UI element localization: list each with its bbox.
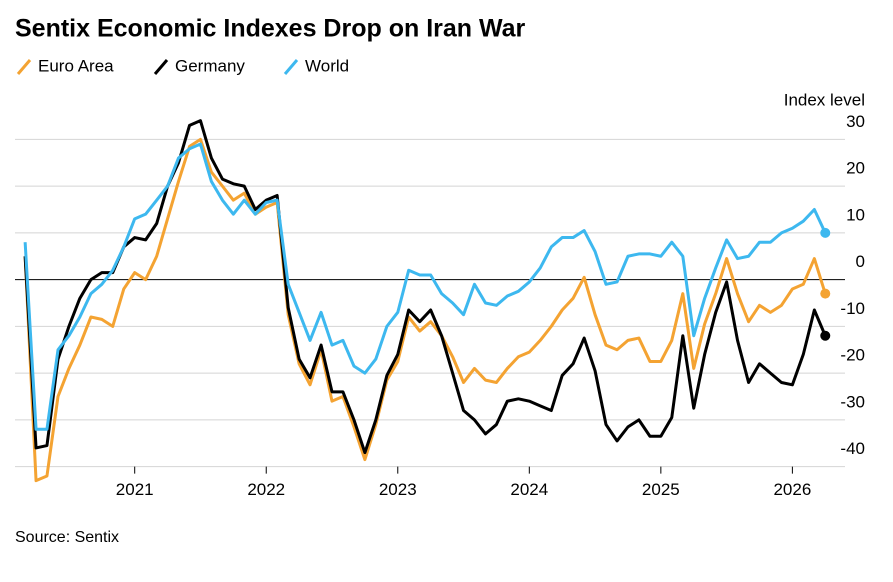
y-tick-label: -30: [840, 392, 865, 411]
x-tick-label: 2021: [116, 480, 154, 499]
y-tick-label: 30: [846, 112, 865, 131]
end-dot: [820, 288, 831, 299]
end-dot: [820, 227, 831, 238]
legend-label: Germany: [175, 56, 245, 75]
y-tick-label: -20: [840, 346, 865, 365]
chart-title: Sentix Economic Indexes Drop on Iran War: [15, 15, 526, 43]
legend-icon: [283, 59, 299, 75]
y-tick-label: 10: [846, 205, 865, 224]
legend-icon: [16, 59, 32, 75]
y-tick-label: -40: [840, 439, 865, 458]
source: Source: Sentix: [15, 529, 119, 546]
y-tick-label: -10: [840, 299, 865, 318]
y-tick-label: 0: [856, 252, 865, 271]
series-line: [23, 142, 827, 431]
y-tick-label: 20: [846, 159, 865, 178]
legend-icon: [153, 59, 169, 75]
y-axis-label: Index level: [784, 90, 865, 109]
x-tick-label: 2024: [510, 480, 548, 499]
end-dot: [820, 330, 831, 341]
legend-label: World: [305, 56, 349, 75]
series-line: [23, 137, 827, 483]
series-line: [23, 119, 827, 455]
x-tick-label: 2026: [773, 480, 811, 499]
x-tick-label: 2023: [379, 480, 417, 499]
x-tick-label: 2025: [642, 480, 680, 499]
x-tick-label: 2022: [247, 480, 285, 499]
legend-label: Euro Area: [38, 56, 114, 75]
